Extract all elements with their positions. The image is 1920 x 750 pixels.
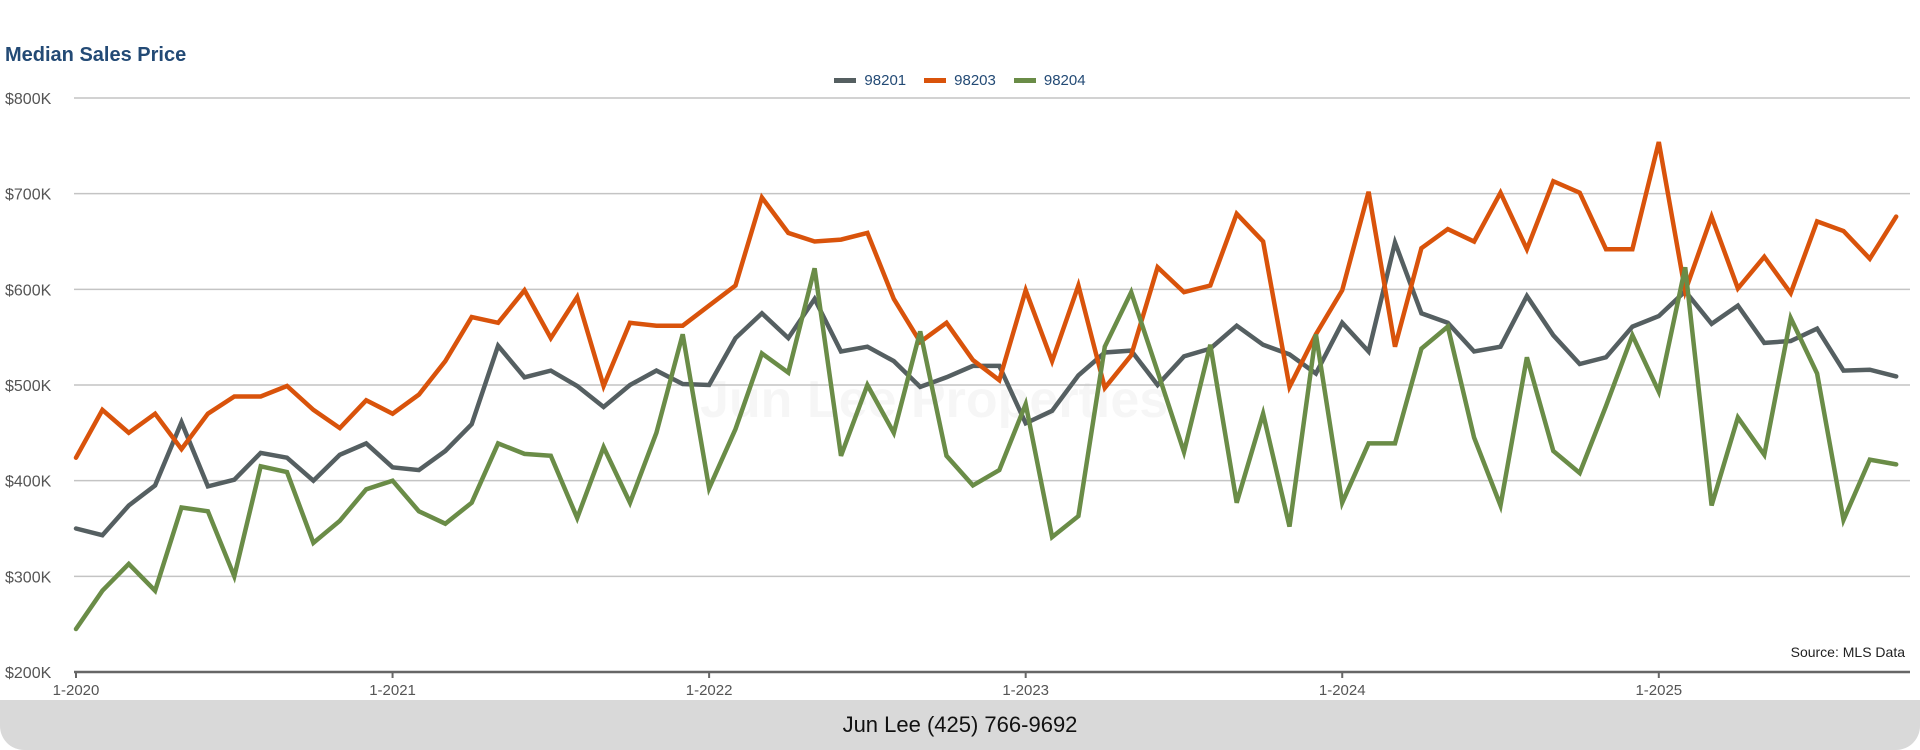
legend-item-98203[interactable]: 98203 [924, 72, 996, 89]
y-tick-label: $600K [5, 282, 52, 299]
legend-swatch [834, 78, 857, 83]
x-tick-label: 1-2024 [1319, 682, 1366, 699]
y-tick-label: $700K [5, 187, 52, 204]
y-tick-label: $800K [5, 91, 52, 108]
series-line-98201 [73, 234, 1899, 538]
x-tick-label: 1-2025 [1635, 682, 1682, 699]
chart-title: Median Sales Price [5, 44, 187, 66]
footer-contact: Jun Lee (425) 766-9692 [842, 712, 1078, 737]
legend-label: 98204 [1043, 72, 1086, 89]
legend-item-98201[interactable]: 98201 [834, 72, 906, 89]
legend-label: 98203 [954, 72, 996, 89]
footer-bar: Jun Lee (425) 766-9692 [0, 700, 1920, 750]
y-tick-label: $300K [5, 569, 52, 586]
x-tick-label: 1-2022 [686, 682, 733, 699]
legend-swatch [924, 78, 947, 83]
series-line-98203 [73, 141, 1899, 460]
legend-label: 98201 [864, 72, 907, 89]
legend-item-98204[interactable]: 98204 [1013, 72, 1086, 89]
legend: 98201 98203 98204 [0, 72, 1920, 89]
line-chart: $200K $300K $400K $500K $600K $700K $800K 1-202… [5, 91, 1910, 699]
x-tick-label: 1-2023 [1002, 682, 1049, 699]
y-tick-label: $500K [5, 378, 52, 395]
y-tick-label: $200K [5, 665, 52, 682]
x-tick-label: 1-2021 [369, 682, 416, 699]
y-tick-label: $400K [5, 474, 52, 491]
x-tick-label: 1-2020 [53, 682, 100, 699]
series-line-98204 [73, 266, 1899, 632]
legend-swatch [1013, 78, 1036, 83]
source-note: Source: MLS Data [1790, 644, 1905, 660]
